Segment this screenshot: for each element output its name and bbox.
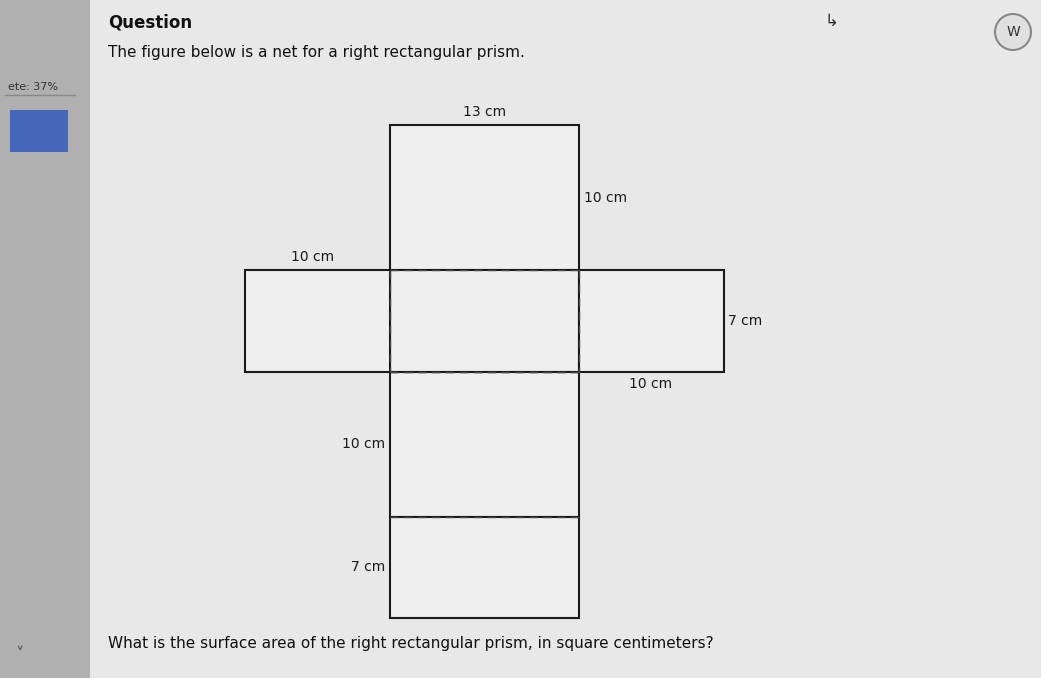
Text: 7 cm: 7 cm (351, 560, 385, 574)
Bar (579, 270, 723, 372)
Text: 7 cm: 7 cm (729, 314, 763, 327)
Text: ˅: ˅ (16, 646, 24, 664)
Text: 10 cm: 10 cm (630, 378, 672, 391)
Text: Question: Question (108, 14, 193, 32)
Text: What is the surface area of the right rectangular prism, in square centimeters?: What is the surface area of the right re… (108, 636, 714, 651)
Text: The figure below is a net for a right rectangular prism.: The figure below is a net for a right re… (108, 45, 525, 60)
Circle shape (995, 14, 1031, 50)
Text: 10 cm: 10 cm (341, 437, 385, 451)
Bar (390, 517, 579, 618)
Bar (390, 372, 579, 517)
Bar (390, 125, 579, 270)
Text: 10 cm: 10 cm (290, 250, 334, 264)
Bar (0, 0, 90, 678)
Bar (10, 110, 68, 152)
Text: ete: 37%: ete: 37% (8, 82, 58, 92)
Text: 13 cm: 13 cm (462, 105, 506, 119)
Text: W: W (1006, 25, 1020, 39)
Text: ↳: ↳ (826, 12, 839, 30)
Bar (245, 270, 390, 372)
Bar (390, 270, 579, 372)
Text: 10 cm: 10 cm (584, 191, 627, 205)
